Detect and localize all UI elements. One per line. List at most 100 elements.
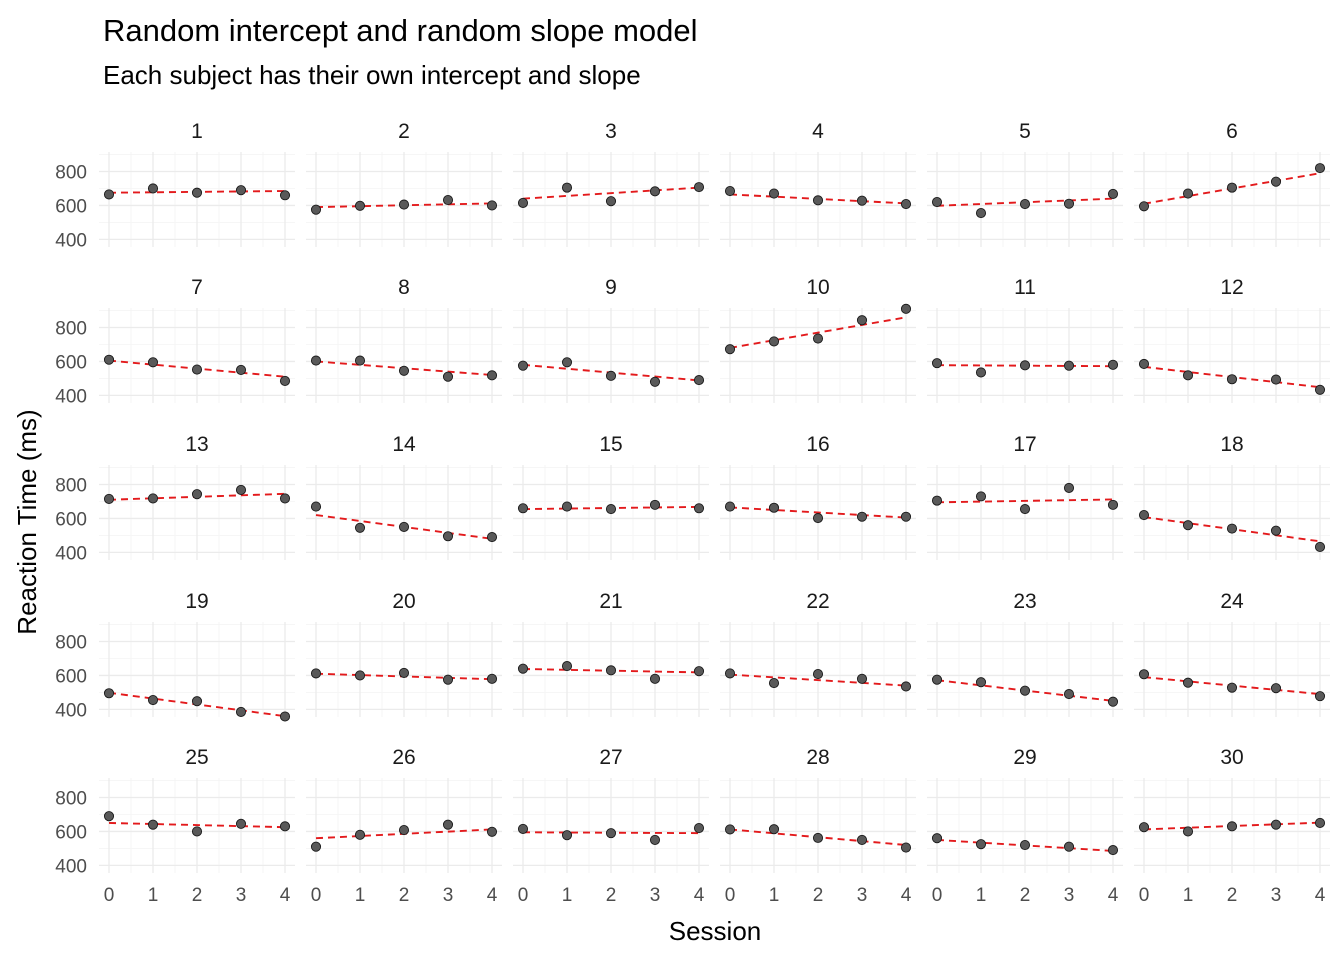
- data-point: [235, 818, 247, 829]
- data-point: [693, 182, 705, 193]
- x-tick-label: 2: [192, 885, 203, 906]
- x-tick-label: 1: [355, 885, 366, 906]
- data-point: [517, 197, 529, 208]
- facet-panel-29: 29 0 1 2 3 4: [927, 746, 1123, 906]
- data-point: [354, 829, 366, 840]
- x-tick-label: 4: [694, 885, 705, 906]
- data-point: [354, 355, 366, 366]
- facet-panel-10: 10: [720, 276, 916, 403]
- y-tick-label: 800: [55, 633, 87, 654]
- data-point: [812, 333, 824, 344]
- data-point: [724, 344, 736, 355]
- data-point: [442, 194, 454, 206]
- data-point: [900, 511, 912, 522]
- facet-panel-8: 8: [306, 276, 502, 403]
- data-point: [486, 532, 498, 543]
- data-point: [1314, 163, 1326, 174]
- data-point: [147, 183, 159, 194]
- data-point: [147, 357, 159, 368]
- fit-line: [108, 822, 286, 829]
- data-point: [931, 495, 943, 506]
- facet-panel-12: 12: [1134, 276, 1330, 403]
- data-point: [442, 674, 454, 685]
- facet-strip-label: 6: [1226, 120, 1238, 143]
- x-tick-label: 3: [443, 885, 454, 906]
- data-point: [1107, 845, 1119, 856]
- data-point: [693, 666, 705, 677]
- facet-panel-7: 7 400 600 800: [55, 276, 295, 407]
- data-point: [561, 661, 573, 672]
- data-point: [1226, 682, 1238, 693]
- data-point: [1270, 525, 1282, 536]
- x-tick-label: 1: [976, 885, 987, 906]
- data-point: [724, 824, 736, 835]
- data-point: [975, 839, 987, 850]
- x-tick-label: 4: [280, 885, 291, 906]
- data-point: [398, 825, 410, 836]
- data-point: [1138, 358, 1150, 370]
- data-point: [486, 370, 498, 381]
- data-point: [191, 696, 203, 707]
- data-point: [856, 673, 868, 684]
- data-point: [900, 842, 912, 853]
- data-point: [605, 504, 617, 515]
- facet-strip-label: 26: [392, 746, 415, 769]
- facet-strip-label: 23: [1013, 590, 1036, 613]
- data-point: [486, 826, 498, 837]
- data-point: [310, 668, 322, 679]
- data-point: [191, 826, 203, 837]
- x-tick-label: 4: [1315, 885, 1326, 906]
- data-point: [103, 189, 115, 200]
- facet-strip-label: 7: [191, 276, 203, 299]
- data-point: [191, 364, 203, 375]
- x-tick-label: 0: [932, 885, 943, 906]
- data-point: [561, 501, 573, 512]
- facet-strip-label: 19: [185, 590, 208, 613]
- x-tick-label: 3: [236, 885, 247, 906]
- facet-strip-label: 3: [605, 120, 617, 143]
- data-point: [1182, 677, 1194, 688]
- data-point: [1270, 176, 1282, 187]
- facet-strip-label: 28: [806, 746, 829, 769]
- data-point: [279, 190, 291, 201]
- data-point: [1182, 188, 1194, 199]
- data-point: [1107, 696, 1119, 707]
- data-point: [517, 360, 529, 371]
- data-point: [354, 522, 366, 533]
- x-tick-label: 0: [311, 885, 322, 906]
- facet-strip-label: 9: [605, 276, 617, 299]
- x-tick-label: 2: [1227, 885, 1238, 906]
- data-point: [398, 199, 410, 210]
- y-tick-label: 400: [55, 543, 87, 564]
- data-point: [856, 834, 868, 845]
- data-point: [812, 832, 824, 843]
- data-point: [649, 186, 661, 197]
- x-tick-label: 3: [1064, 885, 1075, 906]
- data-point: [1182, 520, 1194, 531]
- data-point: [310, 204, 322, 215]
- data-point: [1138, 509, 1150, 521]
- data-point: [1063, 198, 1075, 209]
- fit-line: [729, 316, 907, 349]
- data-point: [398, 521, 410, 532]
- data-point: [856, 195, 868, 206]
- data-point: [1226, 374, 1238, 385]
- data-point: [1138, 822, 1150, 833]
- data-point: [310, 841, 322, 852]
- data-point: [975, 208, 987, 219]
- facet-panel-21: 21: [513, 590, 709, 717]
- y-tick-label: 400: [55, 230, 87, 251]
- y-tick-label: 800: [55, 319, 87, 340]
- facet-panel-17: 17: [927, 433, 1123, 560]
- facet-panel-28: 28 0 1 2 3 4: [720, 746, 916, 906]
- data-point: [103, 493, 115, 504]
- data-point: [1019, 839, 1031, 851]
- y-tick-label: 400: [55, 856, 87, 877]
- facet-strip-label: 25: [185, 746, 208, 769]
- facet-strip-label: 24: [1220, 590, 1244, 613]
- y-tick-label: 800: [55, 163, 87, 184]
- facet-panel-13: 13 400 600 800: [55, 433, 295, 564]
- fit-line: [729, 673, 907, 687]
- facet-strip-label: 20: [392, 590, 415, 613]
